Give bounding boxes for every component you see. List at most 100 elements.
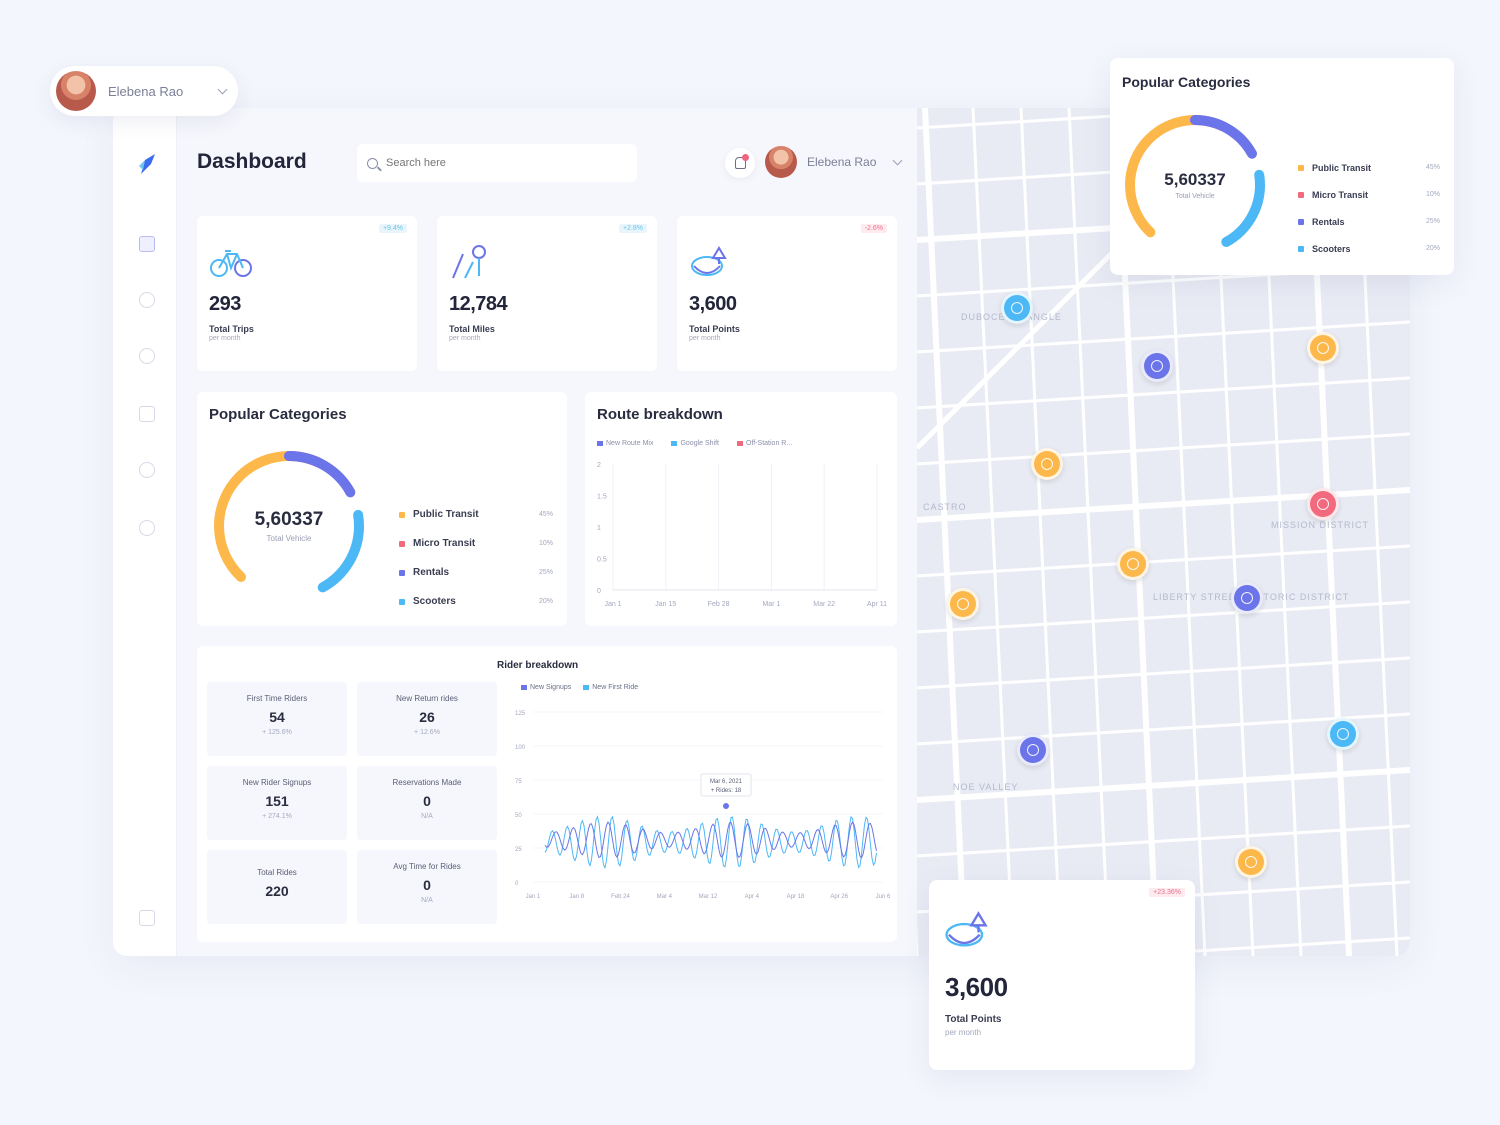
legend-swatch xyxy=(1298,191,1304,198)
y-tick-label: 100 xyxy=(515,745,526,751)
legend-item: Micro Transit 10% xyxy=(1298,181,1440,208)
legend-label: Rentals xyxy=(1312,216,1345,227)
rider-stat-value: 0 xyxy=(423,793,431,809)
street xyxy=(917,824,1410,858)
rider-breakdown-card: First Time Riders 54 + 125.6% New Return… xyxy=(197,646,897,942)
clock-icon[interactable] xyxy=(139,348,155,364)
points-icon xyxy=(691,246,727,276)
legend-value: 20% xyxy=(1425,245,1440,252)
legend-swatch xyxy=(399,511,405,518)
street xyxy=(922,108,968,956)
map-pin-icon[interactable] xyxy=(1307,488,1339,520)
grid-icon[interactable] xyxy=(139,236,155,252)
legend-label: Rentals xyxy=(413,567,450,578)
x-tick-label: Feb 24 xyxy=(611,894,630,900)
search-input[interactable] xyxy=(386,157,606,169)
legend-item: Off-Station R... xyxy=(737,440,792,447)
rider-stat-value: 220 xyxy=(265,883,289,899)
stat-value: 293 xyxy=(209,293,241,315)
rider-legend: New Signups New First Ride xyxy=(521,684,638,691)
map-label: NOE VALLEY xyxy=(953,782,1018,792)
rider-stat-label: First Time Riders xyxy=(246,694,308,703)
donut-chart: 5,60337 Total Vehicle xyxy=(209,446,369,606)
street xyxy=(917,712,1410,746)
page-title: Dashboard xyxy=(197,150,307,173)
legend-swatch xyxy=(1298,164,1304,171)
x-tick-label: Apr 18 xyxy=(787,894,805,900)
route-icon xyxy=(452,245,486,279)
chevron-down-icon xyxy=(217,84,228,94)
bicycle-icon xyxy=(210,250,252,277)
chevron-down-icon xyxy=(892,155,903,165)
legend-item: Google Shift xyxy=(671,440,719,447)
notification-bell-icon[interactable] xyxy=(725,148,755,178)
tooltip-box xyxy=(700,773,752,797)
compass-icon[interactable] xyxy=(139,292,155,308)
legend-label: Public Transit xyxy=(413,509,479,520)
legend-label: Public Transit xyxy=(1312,162,1372,173)
street xyxy=(1019,108,1063,956)
map-pin-icon[interactable] xyxy=(1117,548,1149,580)
donut-total: 5,60337 xyxy=(254,509,324,530)
floating-user-menu[interactable]: Elebena Rao xyxy=(50,66,238,116)
donut-chart: 5,60337 Total Vehicle xyxy=(1120,110,1270,260)
map-pin-icon[interactable] xyxy=(1235,846,1267,878)
legend-swatch xyxy=(597,440,603,446)
floating-points-card: +23.36% 3,600 Total Points per month xyxy=(929,880,1195,1070)
logout-icon[interactable] xyxy=(139,910,155,926)
legend-swatch xyxy=(399,598,405,605)
rider-stat-sub: + 274.1% xyxy=(262,813,292,820)
y-tick-label: 2 xyxy=(597,462,601,469)
legend-label: Scooters xyxy=(413,596,456,607)
search-icon xyxy=(367,157,378,169)
rider-stat: Reservations Made 0 N/A xyxy=(357,766,497,840)
stat-badge: +2.8% xyxy=(618,224,647,233)
y-tick-label: 75 xyxy=(515,779,522,785)
map-pin-icon[interactable] xyxy=(947,588,979,620)
user-name: Elebena Rao xyxy=(108,83,184,99)
map-pin-icon[interactable] xyxy=(1001,292,1033,324)
legend-label: New Signups xyxy=(530,684,572,691)
x-tick-label: Jan 1 xyxy=(526,894,541,900)
legend-value: 10% xyxy=(538,540,553,547)
stat-label: Total Points xyxy=(945,1014,1002,1025)
y-tick-label: 0 xyxy=(515,881,519,887)
map-pin-icon[interactable] xyxy=(1307,332,1339,364)
header-user-menu[interactable]: Elebena Rao xyxy=(765,146,903,178)
map-pin-icon[interactable] xyxy=(1141,350,1173,382)
stat-card-miles: +2.8% 12,784 Total Miles per month xyxy=(437,216,657,371)
user-icon[interactable] xyxy=(139,462,155,478)
donut-slice xyxy=(1125,115,1265,255)
search-box[interactable] xyxy=(357,144,637,182)
donut-slice xyxy=(1125,115,1265,255)
floating-popular-categories: Popular Categories 5,60337 Total Vehicle… xyxy=(1110,58,1454,275)
stat-card-trips: +9.4% 293 Total Trips per month xyxy=(197,216,417,371)
star-icon[interactable] xyxy=(139,520,155,536)
map-pin-icon[interactable] xyxy=(1231,582,1263,614)
rider-stat: Avg Time for Rides 0 N/A xyxy=(357,850,497,924)
x-tick-label: Mar 22 xyxy=(813,601,835,608)
card-title: Route breakdown xyxy=(597,406,723,423)
rider-stat-value: 54 xyxy=(269,709,285,725)
calendar-icon[interactable] xyxy=(139,406,155,422)
legend-label: Micro Transit xyxy=(413,538,476,549)
avatar xyxy=(56,71,96,111)
legend-swatch xyxy=(671,440,678,446)
series-line xyxy=(544,821,877,859)
stat-card-points: -2.6% 3,600 Total Points per month xyxy=(677,216,897,371)
legend-label: New First Ride xyxy=(592,684,639,691)
category-legend: Public Transit 45% Micro Transit 10% Ren… xyxy=(399,500,553,616)
map-pin-icon[interactable] xyxy=(1327,718,1359,750)
x-tick-label: Jan 1 xyxy=(604,601,621,608)
street xyxy=(917,376,1410,410)
street xyxy=(917,600,1410,634)
tooltip-date: Mar 6, 2021 xyxy=(710,779,743,785)
donut-svg xyxy=(214,451,364,601)
map-pin-icon[interactable] xyxy=(1031,448,1063,480)
tooltip-value: + Rides: 18 xyxy=(711,788,742,794)
route-breakdown-card: Route breakdown New Route Mix Google Shi… xyxy=(585,392,897,626)
legend-item: Public Transit 45% xyxy=(1298,154,1440,181)
legend-label: Scooters xyxy=(1312,243,1351,254)
map-pin-icon[interactable] xyxy=(1017,734,1049,766)
legend-item: Rentals 25% xyxy=(399,558,553,587)
